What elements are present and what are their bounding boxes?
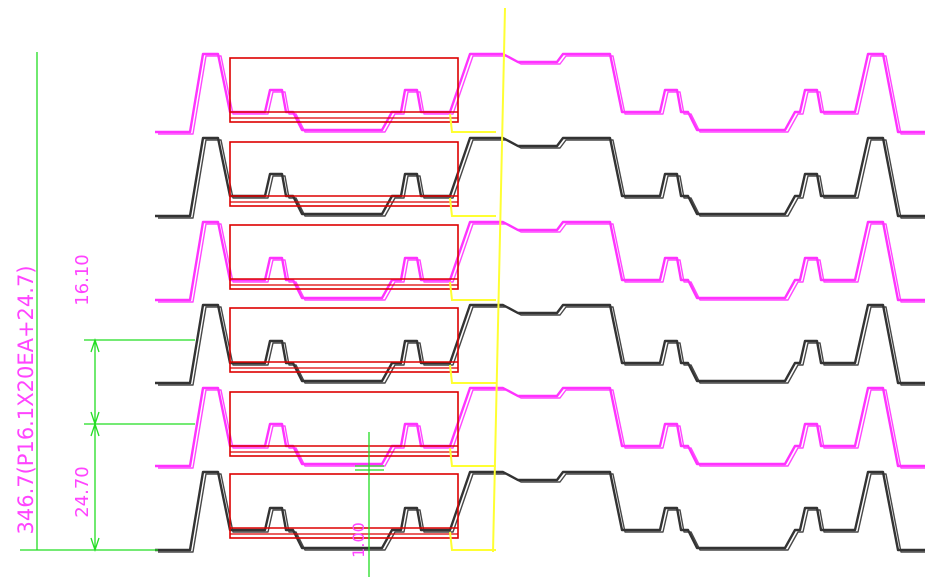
tray-profile-inner <box>158 55 925 135</box>
red-outline-box <box>229 57 459 123</box>
tray-profile-inner <box>158 223 925 303</box>
yellow-guide-lines <box>449 7 506 553</box>
tray-profile-outer <box>155 470 925 552</box>
pitch-dimension-label: 16.10 <box>72 254 93 306</box>
yellow-tick-guide <box>449 113 496 133</box>
thickness-dimension-label: 1.00 <box>349 522 368 558</box>
stacked-tray-profiles <box>155 52 925 553</box>
yellow-vertical-guide <box>492 7 506 553</box>
red-outline-box <box>229 141 459 207</box>
red-outline-box <box>229 473 459 539</box>
dimension-arrow <box>90 537 100 553</box>
yellow-tick-guide <box>449 531 496 551</box>
tray-profile-outer <box>155 220 925 302</box>
tray-profile-outer <box>155 52 925 134</box>
offset-dimension-label: 24.70 <box>72 466 93 518</box>
green-dimension-lines <box>20 52 384 577</box>
yellow-tick-guide <box>449 364 496 384</box>
yellow-tick-guide <box>449 447 496 467</box>
yellow-tick-guide <box>449 281 496 301</box>
tray-profile-outer <box>155 303 925 385</box>
tray-profile-outer <box>155 386 925 468</box>
dimension-arrow <box>90 421 100 437</box>
overall-dimension-label: 346.7(P16.1X20EA+24.7) <box>14 265 38 534</box>
red-outline-box <box>229 224 459 290</box>
yellow-tick-guide <box>449 197 496 217</box>
dimension-arrow <box>90 337 100 353</box>
red-outline-box <box>229 391 459 457</box>
tray-profile-inner <box>158 306 925 386</box>
red-outline-box <box>229 307 459 373</box>
red-outline-boxes <box>229 57 459 539</box>
tray-profile-inner <box>158 473 925 553</box>
tray-profile-outer <box>155 136 925 218</box>
tray-profile-inner <box>158 139 925 219</box>
tray-profile-inner <box>158 389 925 469</box>
